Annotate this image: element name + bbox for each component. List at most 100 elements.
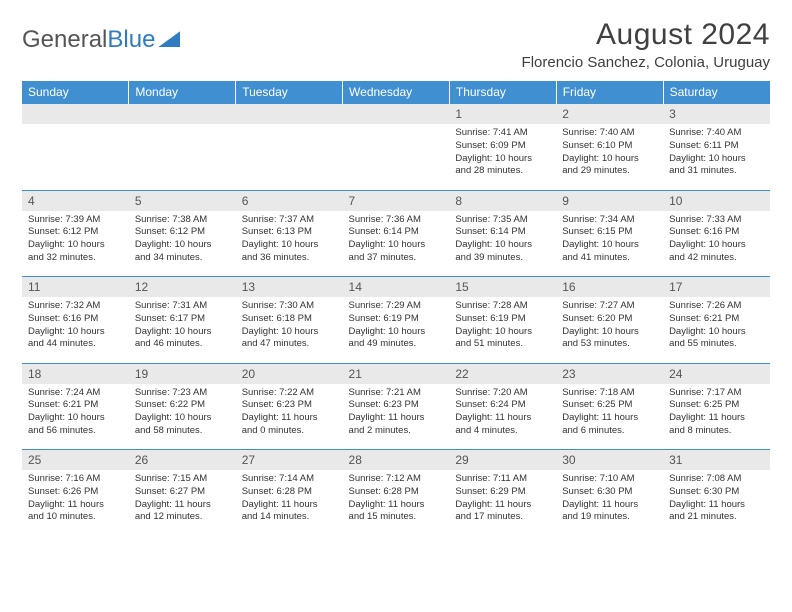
day-cell: [236, 124, 343, 190]
sunrise-text: Sunrise: 7:41 AM: [455, 127, 550, 140]
day-cell: Sunrise: 7:22 AMSunset: 6:23 PMDaylight:…: [236, 384, 343, 450]
day1-text: Daylight: 10 hours: [562, 326, 657, 339]
sunrise-text: Sunrise: 7:30 AM: [242, 300, 337, 313]
day1-text: Daylight: 11 hours: [455, 412, 550, 425]
sunset-text: Sunset: 6:15 PM: [562, 226, 657, 239]
day-number: [129, 104, 236, 125]
daynum-row: 123: [22, 104, 770, 125]
day1-text: Daylight: 11 hours: [562, 412, 657, 425]
day2-text: and 51 minutes.: [455, 338, 550, 351]
day-number: 1: [449, 104, 556, 125]
day-number: 3: [663, 104, 770, 125]
sunset-text: Sunset: 6:16 PM: [28, 313, 123, 326]
sunset-text: Sunset: 6:16 PM: [669, 226, 764, 239]
col-thursday: Thursday: [449, 81, 556, 104]
day-cell: Sunrise: 7:40 AMSunset: 6:10 PMDaylight:…: [556, 124, 663, 190]
sunrise-text: Sunrise: 7:40 AM: [669, 127, 764, 140]
day1-text: Daylight: 11 hours: [455, 499, 550, 512]
sunset-text: Sunset: 6:14 PM: [455, 226, 550, 239]
day1-text: Daylight: 10 hours: [669, 239, 764, 252]
day2-text: and 17 minutes.: [455, 511, 550, 524]
day1-text: Daylight: 11 hours: [349, 412, 444, 425]
brand-text-2: Blue: [107, 26, 155, 54]
sunset-text: Sunset: 6:13 PM: [242, 226, 337, 239]
day-cell: Sunrise: 7:23 AMSunset: 6:22 PMDaylight:…: [129, 384, 236, 450]
day-cell: Sunrise: 7:15 AMSunset: 6:27 PMDaylight:…: [129, 470, 236, 536]
day-number: 26: [129, 450, 236, 471]
sunrise-text: Sunrise: 7:38 AM: [135, 214, 230, 227]
day2-text: and 28 minutes.: [455, 165, 550, 178]
day2-text: and 6 minutes.: [562, 425, 657, 438]
day2-text: and 42 minutes.: [669, 252, 764, 265]
day1-text: Daylight: 10 hours: [28, 239, 123, 252]
day-cell: Sunrise: 7:16 AMSunset: 6:26 PMDaylight:…: [22, 470, 129, 536]
col-friday: Friday: [556, 81, 663, 104]
day-cell: Sunrise: 7:39 AMSunset: 6:12 PMDaylight:…: [22, 211, 129, 277]
sunrise-text: Sunrise: 7:21 AM: [349, 387, 444, 400]
day-number: [22, 104, 129, 125]
daynum-row: 25262728293031: [22, 450, 770, 471]
day2-text: and 34 minutes.: [135, 252, 230, 265]
day-number: 18: [22, 363, 129, 384]
day1-text: Daylight: 10 hours: [242, 326, 337, 339]
sunset-text: Sunset: 6:25 PM: [669, 399, 764, 412]
day1-text: Daylight: 10 hours: [349, 326, 444, 339]
day-number: 15: [449, 277, 556, 298]
day2-text: and 10 minutes.: [28, 511, 123, 524]
day2-text: and 46 minutes.: [135, 338, 230, 351]
day2-text: and 39 minutes.: [455, 252, 550, 265]
day1-text: Daylight: 10 hours: [455, 326, 550, 339]
sunset-text: Sunset: 6:12 PM: [28, 226, 123, 239]
day2-text: and 56 minutes.: [28, 425, 123, 438]
day1-text: Daylight: 11 hours: [242, 412, 337, 425]
day-header-row: Sunday Monday Tuesday Wednesday Thursday…: [22, 81, 770, 104]
sunset-text: Sunset: 6:24 PM: [455, 399, 550, 412]
day-number: 27: [236, 450, 343, 471]
sunset-text: Sunset: 6:17 PM: [135, 313, 230, 326]
sunrise-text: Sunrise: 7:12 AM: [349, 473, 444, 486]
day-number: 13: [236, 277, 343, 298]
daynum-row: 18192021222324: [22, 363, 770, 384]
col-sunday: Sunday: [22, 81, 129, 104]
day-cell: Sunrise: 7:33 AMSunset: 6:16 PMDaylight:…: [663, 211, 770, 277]
day1-text: Daylight: 10 hours: [669, 153, 764, 166]
day-cell: Sunrise: 7:17 AMSunset: 6:25 PMDaylight:…: [663, 384, 770, 450]
day-cell: Sunrise: 7:21 AMSunset: 6:23 PMDaylight:…: [343, 384, 450, 450]
day-number: 25: [22, 450, 129, 471]
day2-text: and 49 minutes.: [349, 338, 444, 351]
sunset-text: Sunset: 6:21 PM: [28, 399, 123, 412]
day-cell: Sunrise: 7:08 AMSunset: 6:30 PMDaylight:…: [663, 470, 770, 536]
day2-text: and 12 minutes.: [135, 511, 230, 524]
day-number: 24: [663, 363, 770, 384]
sunset-text: Sunset: 6:14 PM: [349, 226, 444, 239]
day-cell: Sunrise: 7:11 AMSunset: 6:29 PMDaylight:…: [449, 470, 556, 536]
day-number: 2: [556, 104, 663, 125]
day1-text: Daylight: 11 hours: [669, 499, 764, 512]
day-cell: Sunrise: 7:27 AMSunset: 6:20 PMDaylight:…: [556, 297, 663, 363]
sunrise-text: Sunrise: 7:16 AM: [28, 473, 123, 486]
detail-row: Sunrise: 7:24 AMSunset: 6:21 PMDaylight:…: [22, 384, 770, 450]
sunset-text: Sunset: 6:29 PM: [455, 486, 550, 499]
daynum-row: 45678910: [22, 190, 770, 211]
day1-text: Daylight: 10 hours: [242, 239, 337, 252]
sunset-text: Sunset: 6:28 PM: [242, 486, 337, 499]
sunrise-text: Sunrise: 7:40 AM: [562, 127, 657, 140]
month-title: August 2024: [522, 18, 770, 52]
sunset-text: Sunset: 6:12 PM: [135, 226, 230, 239]
sunset-text: Sunset: 6:20 PM: [562, 313, 657, 326]
sunset-text: Sunset: 6:27 PM: [135, 486, 230, 499]
day-cell: Sunrise: 7:10 AMSunset: 6:30 PMDaylight:…: [556, 470, 663, 536]
day1-text: Daylight: 11 hours: [135, 499, 230, 512]
day1-text: Daylight: 11 hours: [28, 499, 123, 512]
sunset-text: Sunset: 6:23 PM: [242, 399, 337, 412]
day-cell: Sunrise: 7:40 AMSunset: 6:11 PMDaylight:…: [663, 124, 770, 190]
sunset-text: Sunset: 6:18 PM: [242, 313, 337, 326]
day-number: 16: [556, 277, 663, 298]
day-cell: Sunrise: 7:41 AMSunset: 6:09 PMDaylight:…: [449, 124, 556, 190]
day-number: 7: [343, 190, 450, 211]
col-wednesday: Wednesday: [343, 81, 450, 104]
sunrise-text: Sunrise: 7:27 AM: [562, 300, 657, 313]
day1-text: Daylight: 10 hours: [562, 239, 657, 252]
sunrise-text: Sunrise: 7:11 AM: [455, 473, 550, 486]
day1-text: Daylight: 10 hours: [455, 153, 550, 166]
